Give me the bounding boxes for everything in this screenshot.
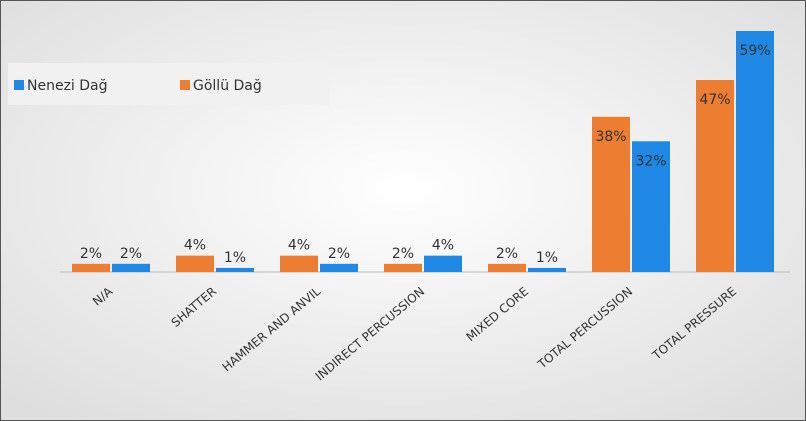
data-label: 4% <box>288 238 310 254</box>
bar <box>592 116 630 272</box>
bar <box>320 263 358 272</box>
data-label: 38% <box>595 129 626 145</box>
data-label: 1% <box>224 250 246 266</box>
data-label: 4% <box>184 238 206 254</box>
bar <box>112 263 150 272</box>
bar <box>736 31 774 272</box>
bar <box>72 263 110 272</box>
legend-swatch <box>14 80 24 90</box>
data-label: 2% <box>392 246 414 262</box>
legend-swatch <box>180 80 190 90</box>
data-label: 2% <box>120 246 142 262</box>
bar <box>384 263 422 272</box>
data-label: 2% <box>496 246 518 262</box>
bar <box>280 255 318 272</box>
bar <box>696 80 734 272</box>
data-label: 2% <box>328 246 350 262</box>
data-label: 59% <box>739 43 770 59</box>
data-label: 1% <box>536 250 558 266</box>
legend-box <box>8 63 330 105</box>
bar <box>528 267 566 272</box>
data-label: 32% <box>635 153 666 169</box>
legend-label: Nenezi Dağ <box>27 78 108 94</box>
bar <box>488 263 526 272</box>
bar <box>216 267 254 272</box>
bar <box>632 141 670 272</box>
data-label: 47% <box>699 92 730 108</box>
bar <box>424 255 462 272</box>
bar <box>176 255 214 272</box>
legend-label: Göllü Dağ <box>193 78 262 94</box>
data-label: 2% <box>80 246 102 262</box>
data-label: 4% <box>432 238 454 254</box>
